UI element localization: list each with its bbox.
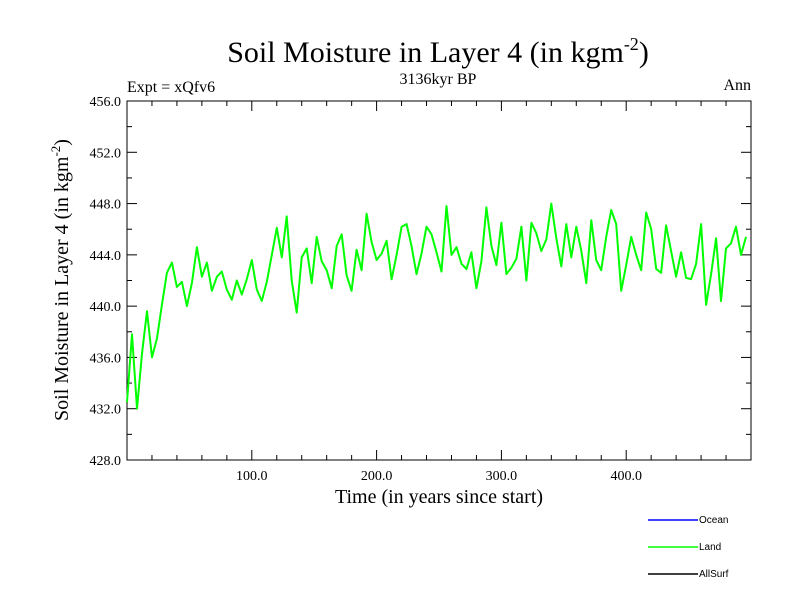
- period-label: 3136kyr BP: [400, 71, 477, 88]
- series-layer: [126, 202, 747, 410]
- y-tick-label: 436.0: [90, 351, 122, 366]
- chart-title: Soil Moisture in Layer 4 (in kgm-2): [227, 34, 649, 69]
- legend-label-allsurf: AllSurf: [699, 569, 729, 580]
- x-axis-label: Time (in years since start): [335, 486, 543, 508]
- y-tick-label: 452.0: [90, 146, 122, 161]
- y-tick-label: 448.0: [90, 198, 122, 213]
- series-line-land: [126, 202, 747, 410]
- y-axis-ticks: 428.0 432.0 436.0 440.0 444.0 448.0 452.0 456.0: [90, 95, 751, 469]
- legend-label-land: Land: [699, 542, 721, 553]
- x-tick-label: 200.0: [361, 469, 393, 484]
- experiment-label: Expt = xQfv6: [127, 79, 215, 96]
- x-axis-ticks: 100.0 200.0 300.0 400.0: [151, 101, 727, 484]
- y-tick-label: 440.0: [90, 300, 122, 315]
- plot-frame: [126, 100, 752, 461]
- y-axis-label: Soil Moisture in Layer 4 (in kgm-2): [48, 139, 73, 421]
- x-tick-label: 400.0: [610, 469, 642, 484]
- season-label: Ann: [723, 77, 751, 94]
- x-tick-label: 300.0: [486, 469, 518, 484]
- legend: Ocean Land AllSurf: [648, 515, 729, 580]
- y-tick-label: 456.0: [90, 95, 122, 110]
- x-tick-label: 100.0: [236, 469, 268, 484]
- y-tick-label: 444.0: [90, 249, 122, 264]
- legend-label-ocean: Ocean: [699, 515, 728, 526]
- y-tick-label: 428.0: [90, 454, 122, 469]
- y-tick-label: 432.0: [90, 403, 122, 418]
